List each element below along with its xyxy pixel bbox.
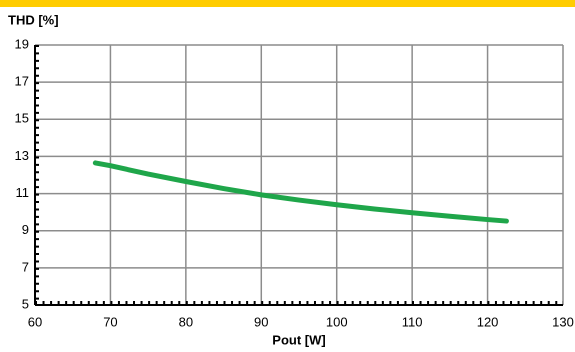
y-tick-label: 5 [22, 296, 29, 311]
x-tick-label: 110 [402, 314, 423, 329]
x-tick-label: 90 [254, 314, 268, 329]
data-line [92, 160, 509, 224]
x-axis-label: Pout [W] [272, 332, 325, 347]
y-tick-label: 11 [16, 185, 30, 200]
y-tick-label: 9 [22, 222, 29, 237]
y-axis-label: THD [%] [8, 12, 59, 27]
x-tick-label: 70 [103, 314, 117, 329]
x-tick-label: 100 [326, 314, 348, 329]
y-tick-label: 17 [15, 74, 29, 89]
y-tick-label: 15 [15, 111, 29, 126]
y-tick-label: 19 [15, 36, 29, 51]
x-tick-label: 130 [552, 314, 574, 329]
y-tick-label: 13 [15, 148, 29, 163]
x-tick-label: 120 [477, 314, 499, 329]
x-tick-label: 80 [179, 314, 193, 329]
y-tick-label: 7 [22, 259, 29, 274]
header-band [0, 0, 575, 7]
x-tick-label: 60 [28, 314, 42, 329]
